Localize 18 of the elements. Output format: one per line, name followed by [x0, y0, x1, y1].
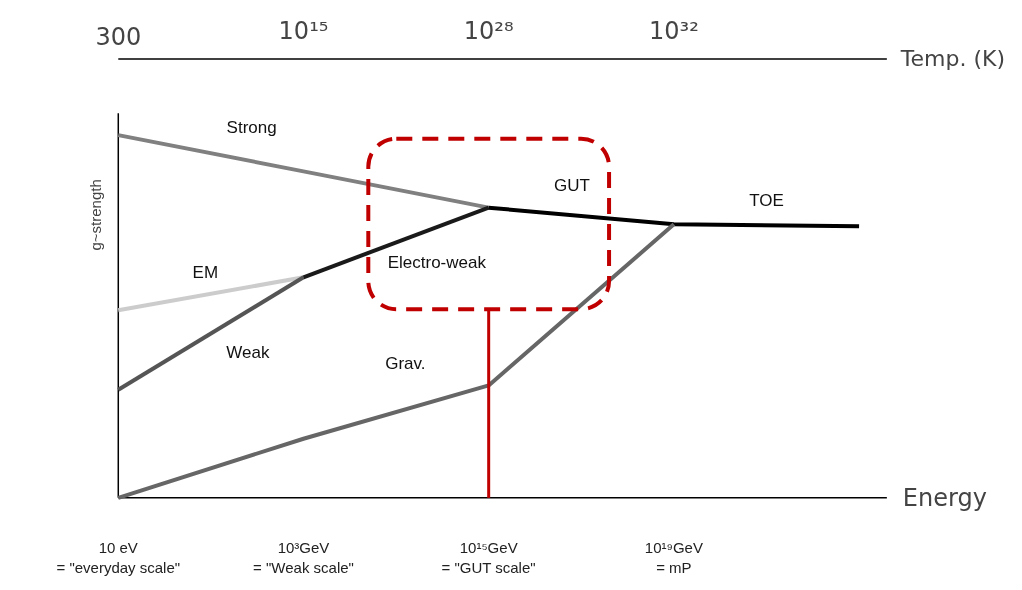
x-tick-label: 10 eV = "everyday scale" [56, 538, 181, 576]
x-tick-label: 10¹⁵GeV = "GUT scale" [441, 538, 536, 576]
text: 300 [95, 22, 142, 51]
x-axis-title: Energy [902, 483, 987, 512]
annotation: TOE [749, 190, 784, 210]
text: 10¹⁵ [278, 16, 329, 45]
text: Temp. (K) [899, 46, 1006, 72]
series-label: Electro-weak [387, 252, 487, 272]
series-label: GUT [554, 176, 590, 196]
text: 10²⁸ [463, 16, 514, 45]
series-label: EM [192, 263, 219, 283]
y-axis-title: g~strength [87, 179, 105, 251]
series-label: Strong [226, 118, 277, 138]
x-tick-label: 10¹⁹GeV = mP [644, 538, 703, 576]
text: 10³² [648, 16, 699, 45]
series-label: Weak [226, 343, 270, 363]
series-label: Grav. [385, 354, 426, 374]
x-tick-label: 10³GeV = "Weak scale" [253, 538, 354, 576]
